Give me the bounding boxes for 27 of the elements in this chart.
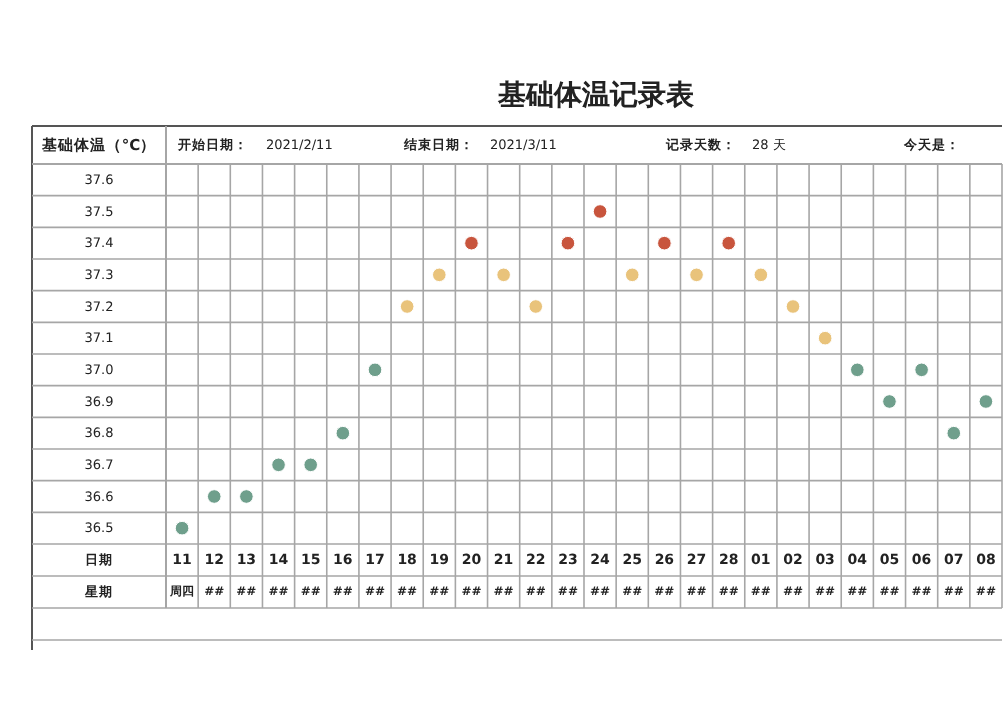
point — [785, 299, 801, 314]
point — [560, 235, 576, 251]
point — [335, 425, 351, 441]
point — [496, 267, 511, 283]
point — [528, 299, 544, 314]
point — [432, 267, 447, 283]
point — [850, 362, 865, 378]
point — [914, 362, 929, 378]
point — [271, 457, 286, 473]
point — [689, 267, 704, 283]
point — [367, 362, 383, 378]
point — [657, 235, 672, 251]
point — [978, 394, 994, 409]
point — [624, 267, 640, 283]
point — [303, 457, 318, 473]
point — [464, 235, 479, 251]
point — [592, 204, 608, 219]
point — [946, 425, 962, 441]
point — [721, 235, 736, 251]
chart-title: 基础体温记录表 — [496, 80, 696, 112]
point — [399, 299, 415, 314]
point — [174, 520, 190, 536]
point — [239, 489, 254, 504]
point — [882, 394, 897, 409]
point — [753, 267, 769, 283]
point — [206, 489, 222, 504]
point — [817, 330, 833, 346]
